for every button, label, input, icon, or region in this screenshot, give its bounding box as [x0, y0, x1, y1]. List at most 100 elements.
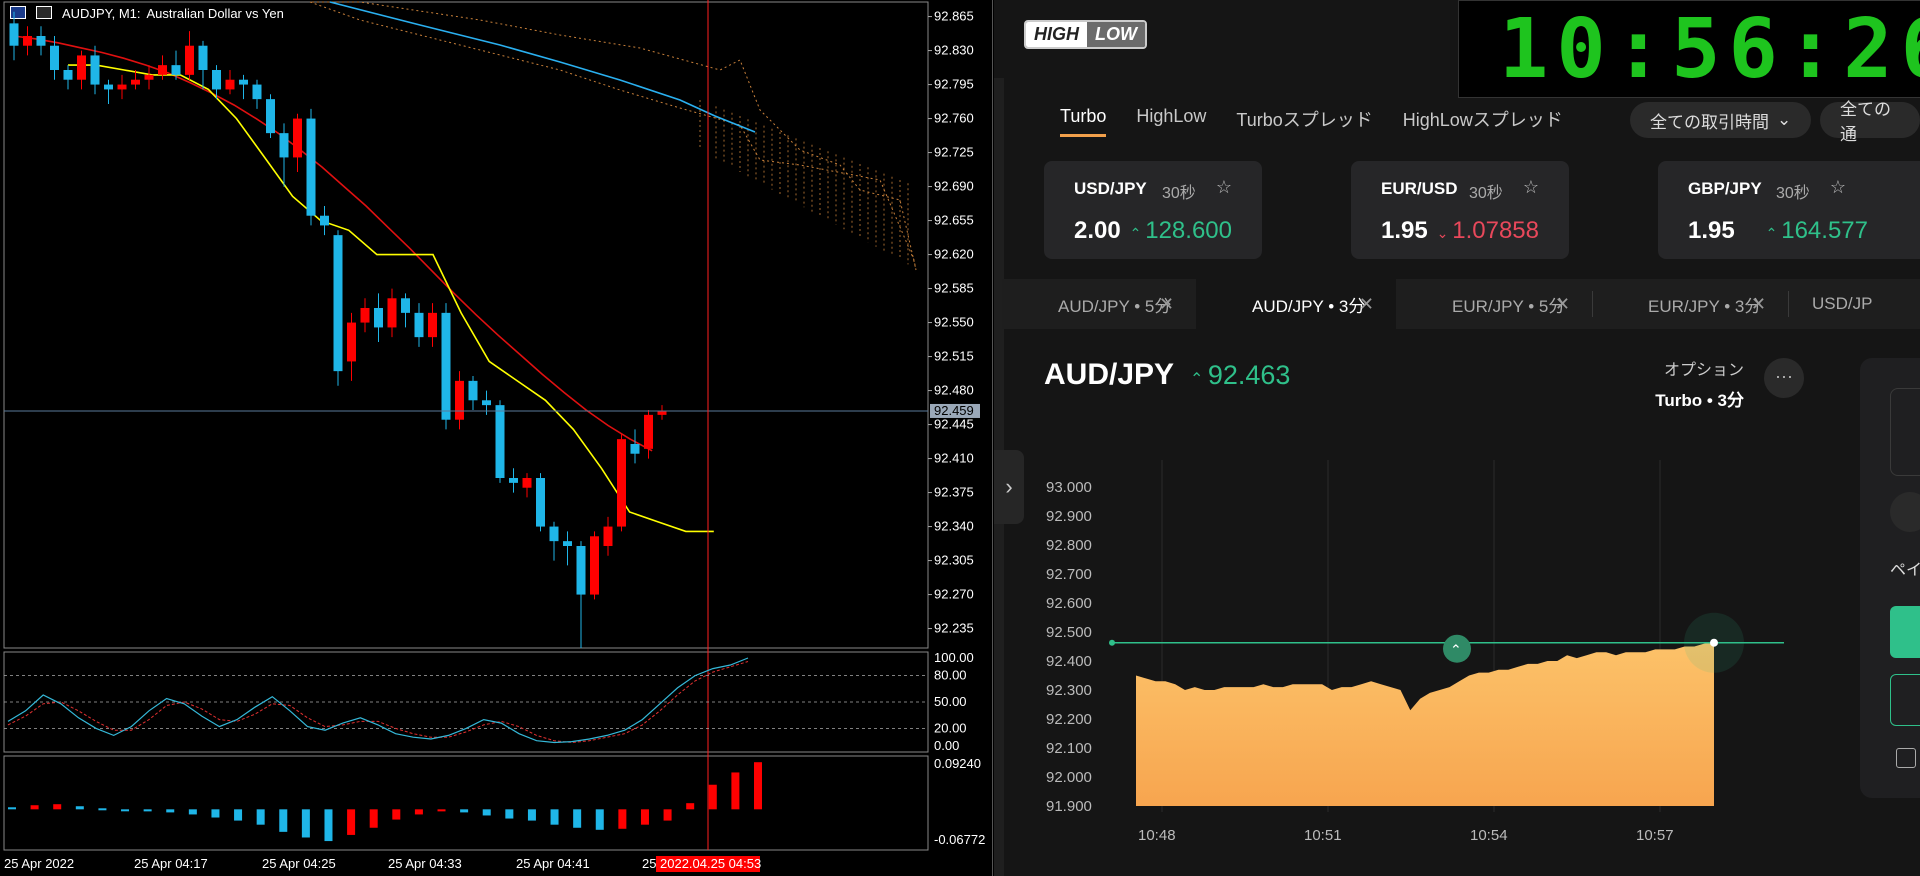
- star-icon[interactable]: ☆: [1829, 177, 1846, 197]
- time-tick-label: 25 Apr 04:25: [262, 856, 336, 871]
- option-tab[interactable]: AUD/JPY • 5分 ✕: [1002, 279, 1196, 329]
- option-value: Turbo • 3分: [1655, 391, 1744, 410]
- star-icon[interactable]: ☆: [1522, 177, 1539, 197]
- candle-body: [455, 380, 464, 420]
- oscillator-bar: [686, 803, 695, 810]
- blue-moving-average: [329, 1, 756, 133]
- asset-price: ⌄ 1.07858: [1437, 217, 1539, 245]
- x-tick-label: 10:57: [1636, 827, 1674, 844]
- option-tab[interactable]: EUR/JPY • 5分 ✕: [1396, 279, 1592, 329]
- asset-payout: 1.95: [1381, 217, 1428, 244]
- arrow-up-icon: ⌃: [1765, 225, 1782, 241]
- candle-body: [225, 79, 235, 90]
- candle-body: [644, 414, 653, 449]
- ichimoku-cloud: [309, 1, 917, 271]
- candle-body: [50, 45, 59, 70]
- close-icon[interactable]: ✕: [1750, 293, 1766, 314]
- candle-body: [401, 298, 410, 313]
- tab-highlow-spread[interactable]: HighLowスプレッド: [1402, 110, 1563, 130]
- tab-turbo[interactable]: Turbo: [1060, 106, 1107, 137]
- candle-body: [171, 65, 181, 75]
- candle-body: [441, 312, 451, 420]
- candlestick-chart[interactable]: 92.865 92.830 92.795 92.760 92.725 92.690 92.6…: [0, 0, 992, 876]
- oscillator-bar: [301, 809, 310, 838]
- candle-body: [630, 444, 640, 454]
- candle-body: [77, 55, 86, 80]
- more-button[interactable]: ···: [1764, 358, 1804, 398]
- round-control[interactable]: [1890, 492, 1920, 532]
- oscillator-bar: [256, 809, 265, 825]
- oscillator-bar: [505, 809, 514, 819]
- price-area: [1136, 642, 1714, 806]
- candle-body: [266, 99, 275, 134]
- one-click-icon[interactable]: [1896, 748, 1916, 768]
- currency-filter-label: 全ての通: [1840, 100, 1891, 144]
- y-tick-label: 92.300: [1046, 682, 1092, 699]
- logo-high: HIGH: [1026, 22, 1087, 47]
- oscillator-tick-label: 0.09240: [934, 756, 981, 771]
- oscillator-bar: [731, 772, 740, 810]
- tab-highlow[interactable]: HighLow: [1136, 106, 1207, 126]
- price-tick-label: 92.340: [934, 519, 974, 534]
- stochastic-tick-label: 100.00: [934, 650, 974, 665]
- option-tab-active[interactable]: AUD/JPY • 3分 ✕: [1196, 279, 1396, 329]
- candle-body: [36, 36, 46, 46]
- oscillator-bar: [573, 809, 582, 828]
- high-button[interactable]: [1890, 606, 1920, 658]
- asset-card-eurusd[interactable]: EUR/USD 30秒 ☆ 1.95 ⌄ 1.07858: [1351, 161, 1569, 259]
- y-tick-label: 92.800: [1046, 537, 1092, 554]
- y-tick-label: 92.600: [1046, 595, 1092, 612]
- stochastic-main: [7, 657, 749, 744]
- close-icon[interactable]: ✕: [1158, 293, 1174, 314]
- x-tick-label: 10:48: [1138, 827, 1176, 844]
- candle-body: [293, 118, 302, 158]
- option-tab[interactable]: EUR/JPY • 3分 ✕: [1592, 279, 1788, 329]
- candle-body: [185, 45, 194, 75]
- asset-card-usdjpy[interactable]: USD/JPY 30秒 ☆ 2.00 ⌃ 128.600: [1044, 161, 1262, 259]
- y-tick-label: 92.500: [1046, 624, 1092, 641]
- price-tick-label: 92.865: [934, 9, 974, 24]
- price-tick-label: 92.445: [934, 417, 974, 432]
- time-tick-label: 25 Apr 04:41: [516, 856, 590, 871]
- tab-turbo-spread[interactable]: Turboスプレッド: [1236, 110, 1373, 130]
- candle-body: [144, 74, 154, 80]
- asset-card-gbpjpy[interactable]: GBP/JPY 30秒 ☆ 1.95 ⌃ 164.577: [1658, 161, 1920, 259]
- asset-price-value: 1.07858: [1452, 217, 1539, 244]
- oscillator-bar: [188, 809, 197, 815]
- price-tick-label: 92.585: [934, 281, 974, 296]
- pair-title: AUD/JPY: [1044, 358, 1175, 391]
- currency-filter[interactable]: 全ての通: [1820, 100, 1920, 144]
- asset-price-value: 128.600: [1145, 217, 1232, 244]
- y-tick-label: 92.900: [1046, 508, 1092, 525]
- candle-body: [347, 322, 356, 362]
- candle-body: [158, 65, 167, 75]
- current-price-dot: [1710, 638, 1718, 647]
- highlow-logo[interactable]: HIGH LOW: [1024, 20, 1147, 49]
- oscillator-bar: [482, 809, 491, 816]
- candle-body: [131, 79, 140, 85]
- current-price-badge: [930, 403, 980, 418]
- oscillator-bar: [369, 809, 378, 828]
- main-chart-frame: [3, 1, 929, 649]
- amount-box[interactable]: [1890, 388, 1920, 476]
- price-tick-label: 92.725: [934, 145, 974, 160]
- option-tab[interactable]: USD/JP: [1788, 279, 1920, 329]
- chart-title: AUDJPY, M1: Australian Dollar vs Yen: [62, 6, 284, 21]
- price-tick-label: 92.795: [934, 77, 974, 92]
- chevron-down-icon: ⌄: [1777, 110, 1792, 129]
- timeframe-icon[interactable]: [36, 6, 52, 19]
- expand-panel-button[interactable]: ›: [994, 450, 1024, 524]
- candle-body: [482, 400, 491, 406]
- trade-time-filter-label: 全ての取引時間: [1650, 112, 1769, 132]
- close-icon[interactable]: ✕: [1554, 293, 1570, 314]
- price-area-chart[interactable]: 93.000 92.900 92.800 92.700 92.600 92.500 92.4…: [994, 0, 1920, 876]
- close-icon[interactable]: ✕: [1358, 293, 1374, 314]
- arrow-up-icon: ⌃: [1129, 225, 1146, 241]
- trade-time-filter[interactable]: 全ての取引時間 ⌄: [1630, 102, 1812, 138]
- price-tick-label: 92.480: [934, 383, 974, 398]
- oscillator-bar: [121, 809, 130, 812]
- star-icon[interactable]: ☆: [1215, 177, 1232, 197]
- low-button[interactable]: [1890, 674, 1920, 726]
- payout-label: ペイ: [1890, 562, 1920, 579]
- asset-symbol: EUR/USD: [1381, 179, 1458, 198]
